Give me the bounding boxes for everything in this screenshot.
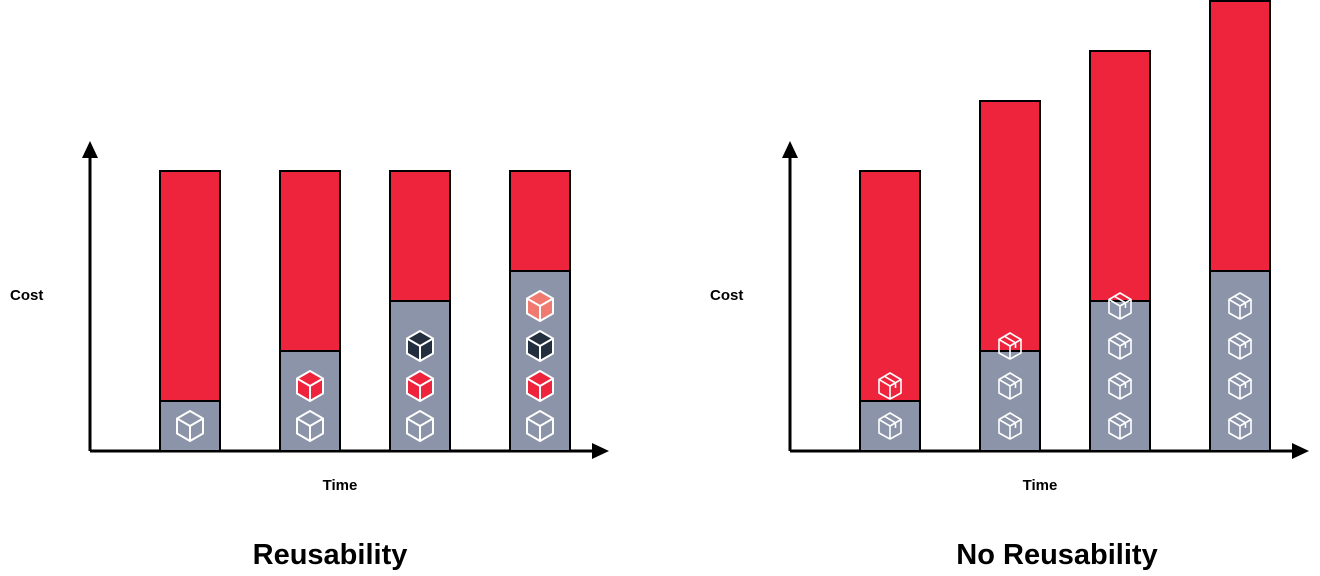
x-axis-label: Time xyxy=(1023,477,1058,494)
package-icon xyxy=(1108,412,1132,440)
dark-cube-icon xyxy=(526,330,554,362)
red-cube-icon xyxy=(406,370,434,402)
package-icon xyxy=(1108,292,1132,320)
bar-cost-segment xyxy=(1089,50,1151,302)
bar xyxy=(509,170,571,452)
bar-cost-segment xyxy=(279,170,341,352)
package-icon xyxy=(998,332,1022,360)
package-icon xyxy=(998,372,1022,400)
package-icon xyxy=(878,412,902,440)
y-axis-label: Cost xyxy=(710,287,743,304)
red-cube-icon xyxy=(526,370,554,402)
bar xyxy=(279,170,341,452)
bar xyxy=(979,100,1041,452)
package-icon xyxy=(1228,292,1252,320)
x-axis-arrow-icon xyxy=(1292,443,1309,459)
bar-cost-segment xyxy=(1209,0,1271,272)
lightred-cube-icon xyxy=(526,290,554,322)
package-icon xyxy=(878,372,902,400)
light-cube-icon xyxy=(296,410,324,442)
package-icon xyxy=(1228,412,1252,440)
bar xyxy=(159,170,221,452)
light-cube-icon xyxy=(176,410,204,442)
chart-title: No Reusability xyxy=(956,539,1157,571)
light-cube-icon xyxy=(526,410,554,442)
package-icon xyxy=(1108,372,1132,400)
x-axis-arrow-icon xyxy=(592,443,609,459)
y-axis-arrow-icon xyxy=(82,141,98,158)
no-reusability-chart: Cost Time No Reusability xyxy=(710,0,1309,571)
bar xyxy=(859,170,921,452)
bar-cost-segment xyxy=(979,100,1041,352)
package-icon xyxy=(1228,372,1252,400)
bar-cost-segment xyxy=(159,170,221,402)
bar-cost-segment xyxy=(389,170,451,302)
bar xyxy=(1089,50,1151,452)
bar xyxy=(1209,0,1271,452)
chart-title: Reusability xyxy=(253,539,408,571)
bar-component-segment xyxy=(1209,270,1271,452)
package-icon xyxy=(998,412,1022,440)
package-icon xyxy=(1228,332,1252,360)
light-cube-icon xyxy=(406,410,434,442)
bar-cost-segment xyxy=(859,170,921,402)
package-icon xyxy=(1108,332,1132,360)
bar-cost-segment xyxy=(509,170,571,272)
red-cube-icon xyxy=(296,370,324,402)
y-axis-label: Cost xyxy=(10,287,43,304)
reusability-chart: Cost Time Reusability xyxy=(10,141,609,571)
bar xyxy=(389,170,451,452)
dark-cube-icon xyxy=(406,330,434,362)
y-axis-arrow-icon xyxy=(782,141,798,158)
x-axis-label: Time xyxy=(323,477,358,494)
